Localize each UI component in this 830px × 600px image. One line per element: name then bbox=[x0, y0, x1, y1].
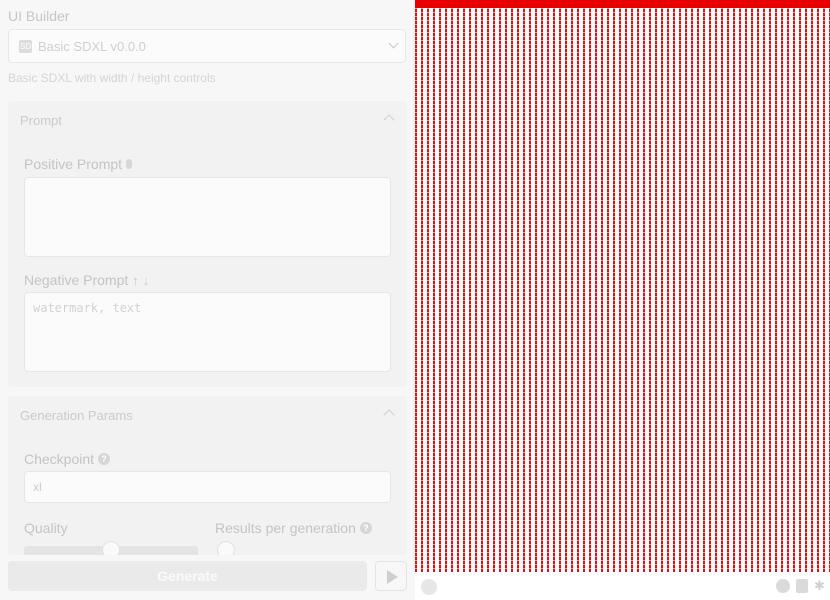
arrow-down-icon[interactable]: ↓ bbox=[142, 272, 150, 288]
preview-top-band bbox=[415, 0, 830, 8]
negative-prompt-label: Negative Prompt ↑ ↓ bbox=[24, 272, 149, 288]
checkpoint-label-text: Checkpoint bbox=[24, 451, 95, 467]
negative-prompt-label-text: Negative Prompt bbox=[24, 272, 129, 288]
results-per-generation-label-text: Results per generation bbox=[215, 520, 356, 536]
arrow-up-icon[interactable]: ↑ bbox=[132, 272, 139, 288]
left-panel: UI Builder SD Basic SDXL v0.0.0 Basic SD… bbox=[0, 8, 415, 600]
mic-icon[interactable] bbox=[126, 159, 133, 169]
sdxl-icon: SD bbox=[19, 39, 32, 53]
status-bar: ✱ bbox=[415, 572, 830, 600]
positive-prompt-input[interactable] bbox=[24, 177, 391, 257]
preview-image bbox=[415, 0, 830, 572]
prompt-panel-title[interactable]: Prompt bbox=[20, 113, 62, 128]
play-button[interactable] bbox=[375, 561, 407, 591]
github-icon[interactable] bbox=[776, 579, 790, 593]
positive-prompt-label-text: Positive Prompt bbox=[24, 156, 123, 172]
status-indicator bbox=[421, 579, 437, 595]
ui-builder-select[interactable]: SD Basic SDXL v0.0.0 bbox=[8, 29, 406, 63]
prompt-panel: Prompt Positive Prompt Negative Prompt ↑… bbox=[8, 101, 407, 387]
bug-icon[interactable]: ✱ bbox=[814, 578, 825, 593]
doc-icon[interactable] bbox=[796, 579, 808, 593]
negative-prompt-placeholder: watermark, text bbox=[33, 301, 142, 315]
checkpoint-input[interactable]: xl bbox=[24, 471, 391, 503]
ui-builder-selected: Basic SDXL v0.0.0 bbox=[38, 38, 146, 54]
chevron-up-icon[interactable] bbox=[383, 114, 395, 126]
status-icons: ✱ bbox=[776, 579, 826, 593]
chevron-down-icon bbox=[388, 38, 399, 49]
checkpoint-label: Checkpoint ? bbox=[24, 451, 111, 467]
generate-button[interactable]: Generate bbox=[8, 561, 367, 591]
generation-params-panel: Generation Params Checkpoint ? xl Qualit… bbox=[8, 396, 407, 560]
help-icon[interactable]: ? bbox=[98, 453, 111, 465]
ui-builder-description: Basic SDXL with width / height controls bbox=[8, 71, 216, 85]
results-per-generation-label: Results per generation ? bbox=[215, 520, 372, 536]
positive-prompt-label: Positive Prompt bbox=[24, 156, 133, 172]
play-icon bbox=[387, 570, 398, 584]
negative-prompt-input[interactable]: watermark, text bbox=[24, 292, 391, 372]
generation-params-title[interactable]: Generation Params bbox=[20, 408, 133, 423]
action-bar: Generate bbox=[0, 555, 415, 600]
help-icon[interactable]: ? bbox=[359, 522, 372, 534]
ui-builder-label: UI Builder bbox=[8, 8, 70, 24]
quality-label: Quality bbox=[24, 520, 68, 536]
chevron-up-icon[interactable] bbox=[383, 409, 395, 421]
